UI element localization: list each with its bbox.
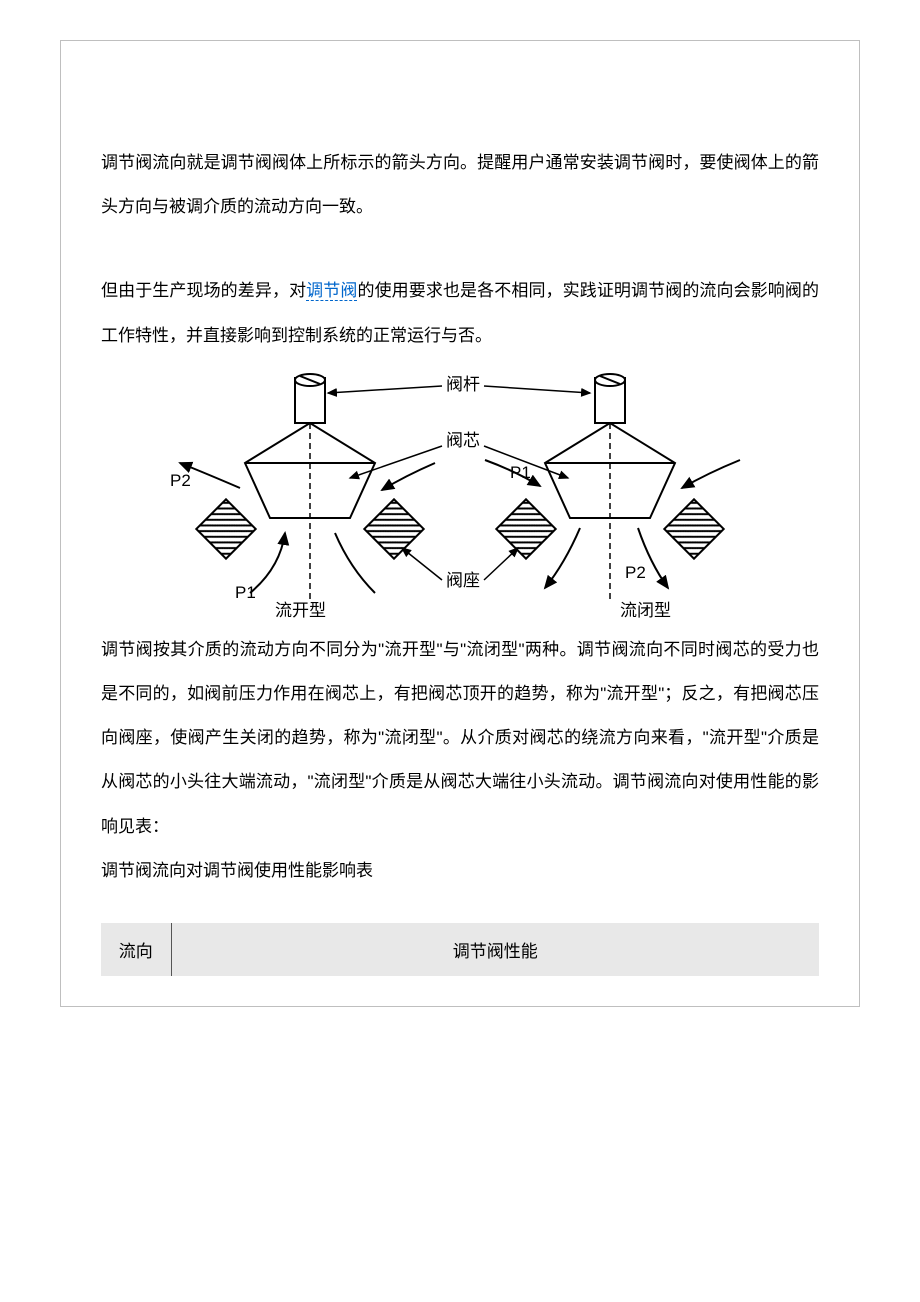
valve-open-type: P2 P1 流开型 [170,374,435,620]
callout-labels: 阀杆 阀芯 阀座 [328,375,590,590]
valve-close-type: P1 P2 流闭型 [485,374,740,620]
label-p2-right: P2 [625,563,646,582]
label-seat: 阀座 [446,571,480,590]
label-p1-left: P1 [235,583,256,602]
table-title: 调节阀流向对调节阀使用性能影响表 [101,849,819,893]
label-p1-right: P1 [510,463,531,482]
label-core: 阀芯 [446,431,480,450]
table-row: 流向 调节阀性能 [101,923,819,976]
performance-table: 流向 调节阀性能 [101,923,819,976]
table-header-perf: 调节阀性能 [171,923,819,976]
paragraph-2: 但由于生产现场的差异，对调节阀的使用要求也是各不相同，实践证明调节阀的流向会影响… [101,269,819,357]
label-close-type: 流闭型 [620,601,671,620]
para2-pre: 但由于生产现场的差异，对 [101,281,306,300]
table-header-flow: 流向 [101,923,171,976]
spacer [101,229,819,269]
link-valve[interactable]: 调节阀 [306,281,357,301]
label-p2-left: P2 [170,471,191,490]
performance-table-wrap: 流向 调节阀性能 [101,923,819,976]
label-open-type: 流开型 [275,601,326,620]
valve-diagram: P2 P1 流开型 P1 P2 流闭型 [150,368,770,628]
document-page: 调节阀流向就是调节阀阀体上所标示的箭头方向。提醒用户通常安装调节阀时，要使阀体上… [60,40,860,1007]
paragraph-1: 调节阀流向就是调节阀阀体上所标示的箭头方向。提醒用户通常安装调节阀时，要使阀体上… [101,141,819,229]
paragraph-3: 调节阀按其介质的流动方向不同分为"流开型"与"流闭型"两种。调节阀流向不同时阀芯… [101,628,819,849]
label-stem: 阀杆 [446,375,480,394]
